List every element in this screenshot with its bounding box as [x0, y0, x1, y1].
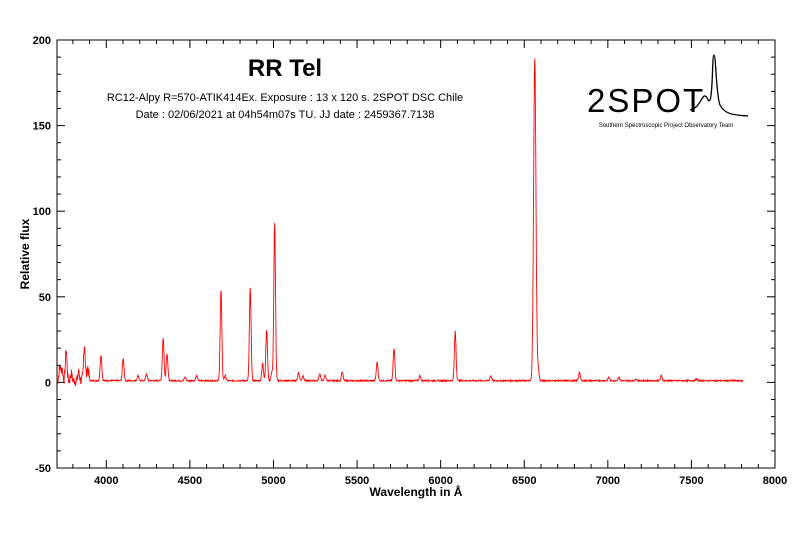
spectrum-line — [56, 58, 744, 387]
chart-title: RR Tel — [248, 55, 322, 82]
logo-peak-icon — [689, 54, 749, 117]
x-tick-label: 5500 — [345, 475, 369, 487]
y-tick-label: 200 — [33, 35, 51, 47]
x-tick-label: 7500 — [679, 475, 703, 487]
x-tick-label: 5000 — [261, 475, 285, 487]
y-tick-label: 150 — [33, 121, 51, 133]
x-tick-label: 7000 — [596, 475, 620, 487]
y-tick-label: -50 — [35, 463, 51, 475]
x-tick-label: 8000 — [763, 475, 787, 487]
chart-subtitle-2: Date : 02/06/2021 at 04h54m07s TU. JJ da… — [136, 109, 435, 121]
chart-subtitle-1: RC12-Alpy R=570-ATIK414Ex. Exposure : 13… — [107, 92, 463, 104]
y-tick-label: 0 — [45, 377, 51, 389]
logo-text: 2SPOT — [587, 82, 705, 119]
x-tick-label: 6500 — [512, 475, 536, 487]
y-tick-label: 50 — [39, 292, 51, 304]
x-axis-label: Wavelength in Å — [370, 484, 463, 499]
x-tick-label: 4000 — [94, 475, 118, 487]
y-axis-label: Relative flux — [18, 218, 32, 289]
y-tick-label: 100 — [33, 206, 51, 218]
x-tick-label: 4500 — [178, 475, 202, 487]
2spot-logo: 2SPOT Southern Spectroscopic Project Obs… — [587, 54, 749, 129]
x-tick-label: 6000 — [428, 475, 452, 487]
logo-tagline: Southern Spectroscopic Project Observato… — [599, 123, 734, 129]
plot-frame — [56, 39, 776, 469]
